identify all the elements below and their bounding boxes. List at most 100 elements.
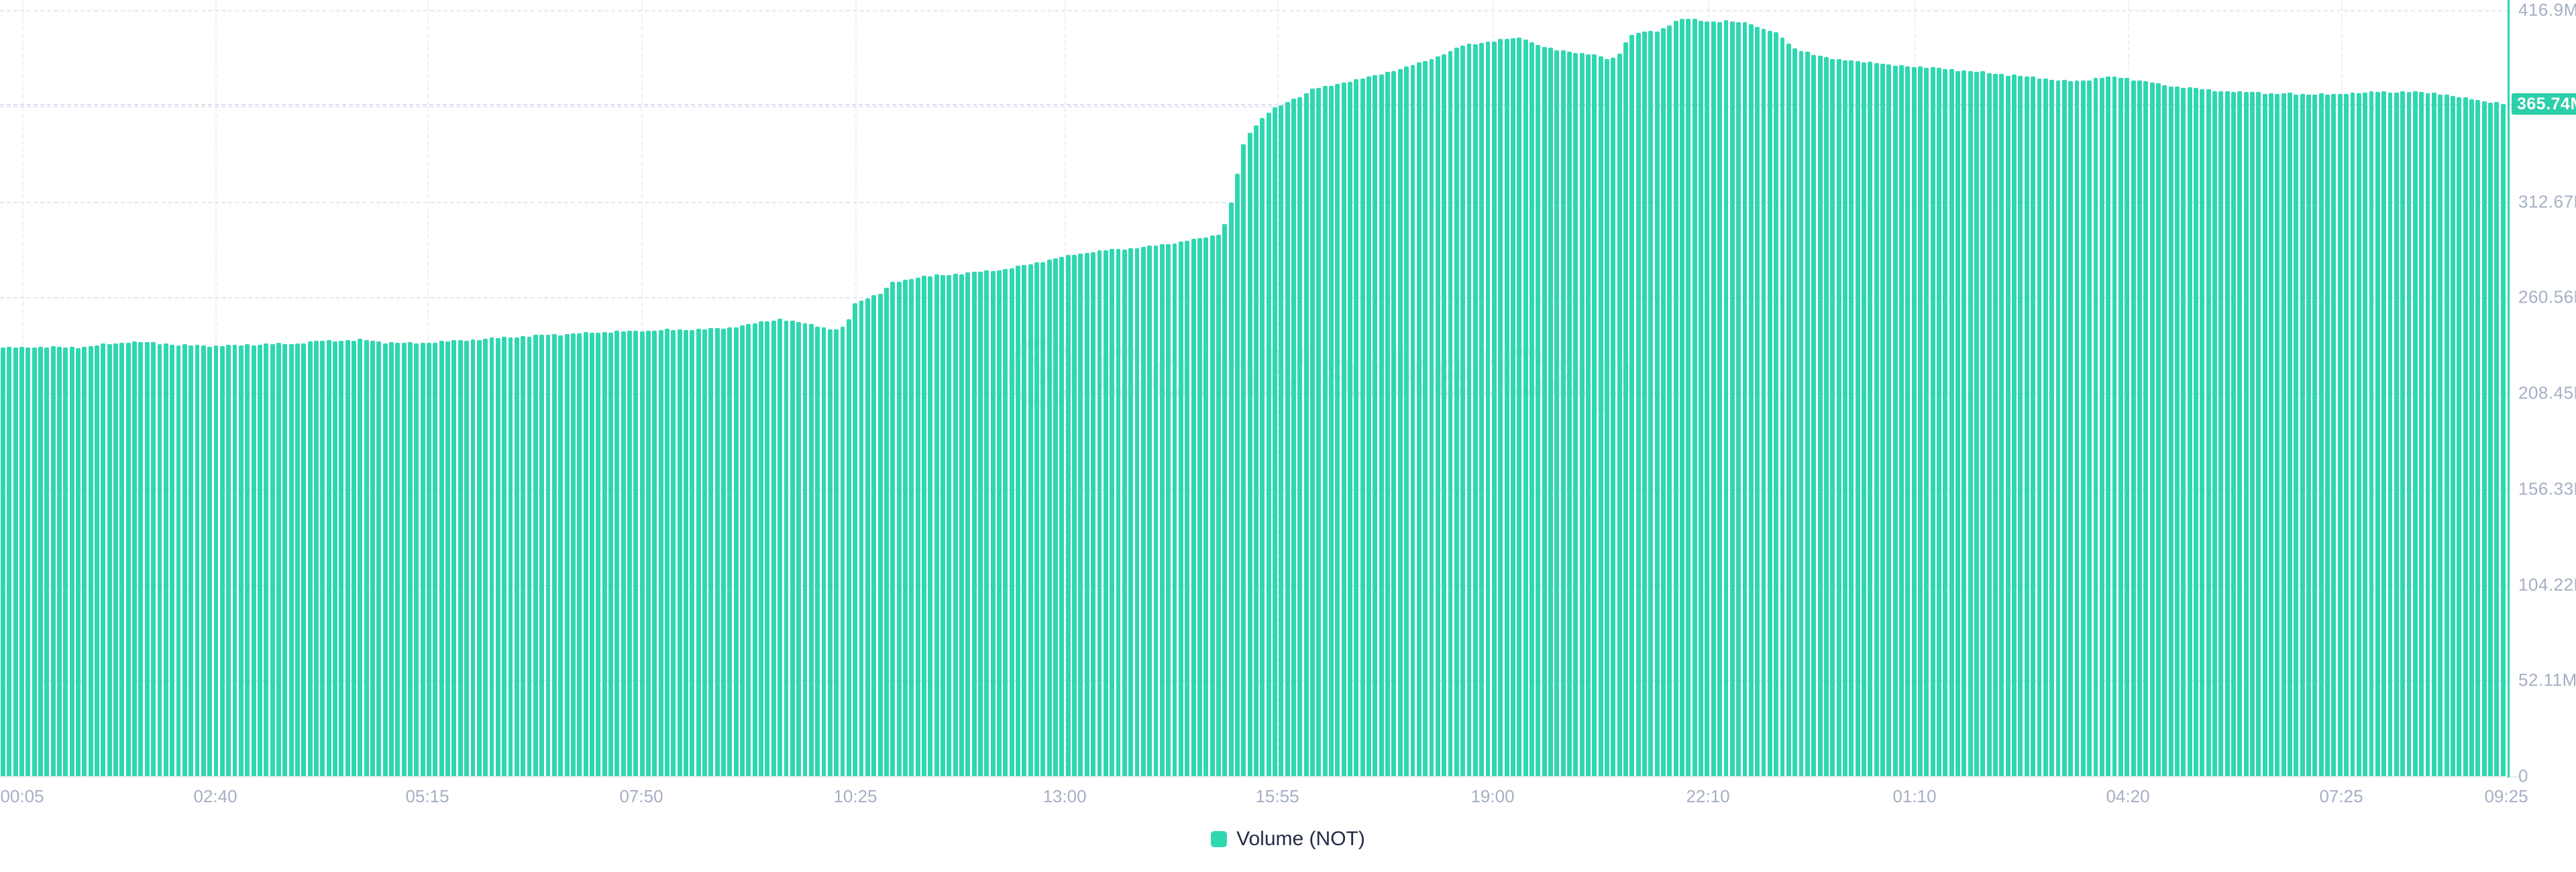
volume-bar[interactable] bbox=[1297, 97, 1303, 776]
volume-bar[interactable] bbox=[1874, 63, 1879, 776]
volume-bar[interactable] bbox=[1360, 78, 1365, 776]
volume-bar[interactable] bbox=[1955, 70, 1960, 776]
volume-bar[interactable] bbox=[314, 341, 319, 776]
volume-bar[interactable] bbox=[2212, 91, 2217, 776]
volume-bar[interactable] bbox=[2087, 80, 2092, 776]
volume-bar[interactable] bbox=[1210, 235, 1215, 776]
volume-bar[interactable] bbox=[508, 337, 513, 776]
volume-bar[interactable] bbox=[2224, 91, 2230, 776]
volume-bar[interactable] bbox=[119, 342, 125, 776]
volume-bar[interactable] bbox=[2325, 94, 2330, 776]
volume-bar[interactable] bbox=[82, 347, 87, 776]
volume-bar[interactable] bbox=[2049, 79, 2055, 776]
volume-bar[interactable] bbox=[1172, 243, 1177, 776]
volume-bar[interactable] bbox=[1366, 76, 1372, 776]
volume-bar[interactable] bbox=[2419, 92, 2424, 776]
volume-bar[interactable] bbox=[965, 272, 971, 776]
volume-bar[interactable] bbox=[2331, 93, 2337, 776]
volume-bar[interactable] bbox=[871, 295, 877, 776]
volume-bar[interactable] bbox=[2431, 93, 2436, 776]
volume-bar[interactable] bbox=[1423, 60, 1428, 776]
volume-bar[interactable] bbox=[1040, 262, 1046, 776]
volume-bar[interactable] bbox=[1723, 19, 1729, 776]
volume-bar[interactable] bbox=[1222, 224, 1228, 776]
volume-bar[interactable] bbox=[921, 276, 926, 776]
volume-bar[interactable] bbox=[326, 339, 331, 776]
volume-bar[interactable] bbox=[1316, 88, 1322, 776]
volume-bar[interactable] bbox=[2275, 93, 2280, 776]
volume-bar[interactable] bbox=[2231, 92, 2236, 776]
volume-bar[interactable] bbox=[1460, 45, 1466, 776]
volume-bar[interactable] bbox=[1185, 241, 1190, 776]
volume-bar[interactable] bbox=[1466, 44, 1472, 776]
volume-bar[interactable] bbox=[2055, 80, 2061, 776]
volume-bar[interactable] bbox=[1680, 19, 1685, 776]
volume-bar[interactable] bbox=[445, 341, 451, 776]
bars-container[interactable] bbox=[0, 0, 2509, 776]
volume-bar[interactable] bbox=[2137, 80, 2142, 776]
volume-bar[interactable] bbox=[796, 321, 802, 776]
volume-bar[interactable] bbox=[19, 346, 24, 776]
volume-bar[interactable] bbox=[301, 343, 307, 776]
volume-bar[interactable] bbox=[1629, 34, 1635, 776]
volume-bar[interactable] bbox=[978, 272, 983, 776]
volume-bar[interactable] bbox=[746, 323, 751, 776]
volume-bar[interactable] bbox=[2143, 80, 2149, 776]
volume-bar[interactable] bbox=[865, 298, 870, 776]
volume-bar[interactable] bbox=[1742, 21, 1748, 776]
volume-bar[interactable] bbox=[2300, 94, 2305, 776]
volume-bar[interactable] bbox=[1805, 52, 1810, 776]
volume-bar[interactable] bbox=[658, 330, 663, 776]
volume-bar[interactable] bbox=[2318, 93, 2324, 776]
volume-bar[interactable] bbox=[1993, 73, 1998, 776]
volume-bar[interactable] bbox=[2237, 91, 2243, 776]
volume-bar[interactable] bbox=[1905, 66, 1911, 776]
volume-bar[interactable] bbox=[464, 340, 470, 776]
volume-bar[interactable] bbox=[2206, 89, 2211, 776]
volume-bar[interactable] bbox=[2174, 86, 2180, 776]
volume-bar[interactable] bbox=[1485, 42, 1491, 776]
volume-bar[interactable] bbox=[883, 287, 889, 776]
volume-bar[interactable] bbox=[458, 339, 463, 776]
volume-bar[interactable] bbox=[621, 331, 626, 776]
volume-bar[interactable] bbox=[808, 323, 814, 776]
volume-bar[interactable] bbox=[997, 270, 1002, 776]
volume-bar[interactable] bbox=[1560, 50, 1566, 776]
volume-bar[interactable] bbox=[990, 271, 996, 776]
volume-bar[interactable] bbox=[1611, 57, 1616, 776]
volume-bar[interactable] bbox=[558, 335, 564, 776]
volume-bar[interactable] bbox=[1404, 66, 1409, 776]
volume-bar[interactable] bbox=[1842, 60, 1847, 776]
volume-bar[interactable] bbox=[2181, 87, 2186, 776]
volume-bar[interactable] bbox=[1510, 38, 1515, 776]
volume-bar[interactable] bbox=[953, 273, 958, 776]
volume-bar[interactable] bbox=[1216, 235, 1221, 776]
volume-bar[interactable] bbox=[132, 341, 138, 776]
volume-bar[interactable] bbox=[527, 336, 532, 776]
volume-bar[interactable] bbox=[1661, 28, 1666, 776]
volume-bar[interactable] bbox=[1605, 59, 1609, 776]
volume-bar[interactable] bbox=[107, 343, 112, 776]
volume-bar[interactable] bbox=[1792, 48, 1798, 776]
volume-bar[interactable] bbox=[971, 272, 977, 776]
volume-bar[interactable] bbox=[1110, 249, 1115, 776]
volume-bar[interactable] bbox=[2106, 76, 2111, 776]
volume-bar[interactable] bbox=[333, 341, 337, 776]
volume-bar[interactable] bbox=[320, 341, 325, 776]
volume-bar[interactable] bbox=[395, 343, 400, 776]
volume-bar[interactable] bbox=[358, 339, 363, 776]
volume-bar[interactable] bbox=[1241, 144, 1246, 776]
volume-bar[interactable] bbox=[834, 329, 839, 776]
volume-bar[interactable] bbox=[1128, 248, 1134, 776]
volume-bar[interactable] bbox=[2012, 74, 2017, 776]
volume-bar[interactable] bbox=[1046, 260, 1052, 776]
volume-bar[interactable] bbox=[771, 320, 776, 776]
volume-bar[interactable] bbox=[1078, 253, 1083, 776]
volume-bar[interactable] bbox=[614, 331, 620, 776]
volume-bar[interactable] bbox=[2375, 92, 2380, 776]
volume-bar[interactable] bbox=[1091, 252, 1096, 776]
volume-bar[interactable] bbox=[1830, 59, 1835, 776]
volume-bar[interactable] bbox=[1579, 53, 1585, 776]
volume-bar[interactable] bbox=[1341, 83, 1346, 776]
volume-bar[interactable] bbox=[902, 279, 908, 776]
